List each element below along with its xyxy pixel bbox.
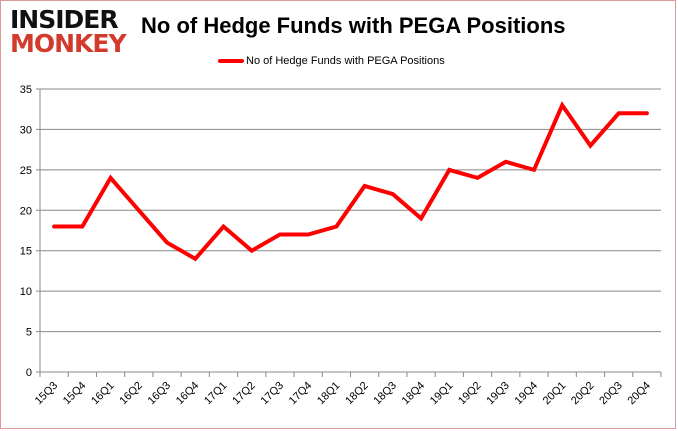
data-point	[561, 104, 563, 106]
x-tick-label: 17Q3	[259, 380, 287, 408]
x-tick-label: 19Q1	[428, 380, 456, 408]
series-line	[52, 101, 649, 262]
legend-label: No of Hedge Funds with PEGA Positions	[246, 55, 445, 67]
x-tick-label: 18Q1	[315, 380, 343, 408]
data-point	[307, 234, 309, 236]
y-tick-label: 20	[20, 205, 32, 217]
data-point	[646, 112, 648, 114]
x-tick-label: 17Q2	[230, 380, 258, 408]
x-tick-label: 17Q1	[202, 380, 230, 408]
data-point	[477, 177, 479, 179]
data-point	[505, 161, 507, 163]
x-tick-label: 16Q2	[117, 380, 145, 408]
chart-title: No of Hedge Funds with PEGA Positions	[141, 13, 566, 38]
y-tick-label: 5	[26, 327, 32, 339]
data-point	[279, 234, 281, 236]
y-tick-label: 15	[20, 246, 32, 258]
y-tick-label: 10	[20, 286, 32, 298]
y-tick-label: 30	[20, 124, 32, 136]
insider-monkey-logo: INSIDER MONKEY	[10, 5, 127, 58]
data-point	[222, 225, 224, 227]
x-tick-label: 20Q4	[625, 380, 653, 408]
x-tick-label: 16Q4	[174, 380, 202, 408]
logo-line1: INSIDER	[10, 5, 119, 34]
legend-swatch	[218, 59, 244, 63]
legend: No of Hedge Funds with PEGA Positions	[218, 55, 445, 67]
x-tick-label: 18Q4	[400, 380, 428, 408]
data-point	[138, 209, 140, 211]
data-point	[335, 225, 337, 227]
logo-line2: MONKEY	[10, 29, 127, 58]
x-tick-label: 15Q3	[33, 380, 61, 408]
y-tick-label: 0	[26, 367, 32, 379]
data-point	[392, 193, 394, 195]
x-tick-label: 19Q4	[513, 380, 541, 408]
data-point	[194, 258, 196, 260]
data-point	[110, 177, 112, 179]
x-tick-label: 20Q2	[569, 380, 597, 408]
data-point	[53, 225, 55, 227]
data-point	[589, 145, 591, 147]
x-tick-label: 19Q2	[456, 380, 484, 408]
data-point	[618, 112, 620, 114]
data-point	[533, 169, 535, 171]
x-tick-label: 18Q2	[343, 380, 371, 408]
data-point	[166, 242, 168, 244]
data-point	[420, 217, 422, 219]
data-point	[364, 185, 366, 187]
x-tick-label: 19Q3	[484, 380, 512, 408]
x-tick-label: 18Q3	[371, 380, 399, 408]
x-tick-label: 15Q4	[61, 380, 89, 408]
data-point	[251, 250, 253, 252]
x-tick-label: 17Q4	[287, 380, 315, 408]
data-point	[448, 169, 450, 171]
x-tick-label: 16Q3	[146, 380, 174, 408]
y-tick-label: 35	[20, 84, 32, 96]
x-tick-label: 16Q1	[89, 380, 117, 408]
y-tick-label: 25	[20, 165, 32, 177]
x-tick-label: 20Q1	[541, 380, 569, 408]
data-point	[81, 225, 83, 227]
x-tick-label: 20Q3	[597, 380, 625, 408]
